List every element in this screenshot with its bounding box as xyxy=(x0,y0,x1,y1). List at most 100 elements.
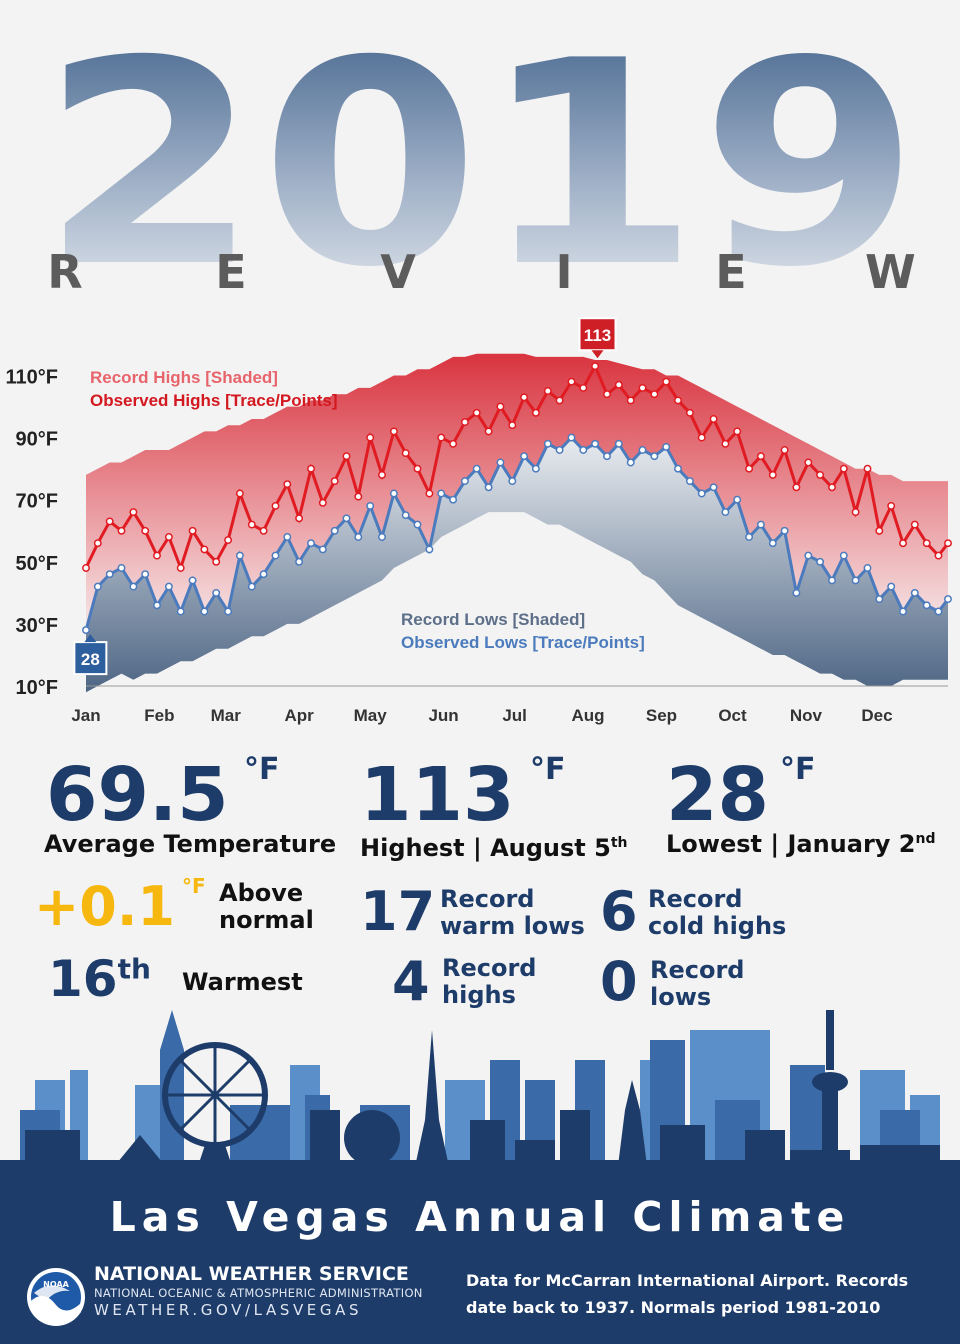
observed-lows-point xyxy=(164,582,173,591)
observed-lows-point xyxy=(650,452,659,461)
observed-highs-point xyxy=(176,564,185,572)
observed-highs-point xyxy=(804,458,813,467)
observed-highs-point xyxy=(733,427,742,436)
observed-lows-point xyxy=(863,564,872,572)
lowest-label: Lowest | January 2nd xyxy=(666,830,936,858)
min-callout-box xyxy=(73,641,108,676)
observed-lows-point xyxy=(330,526,339,535)
observed-highs-point xyxy=(887,501,896,510)
observed-lows-point xyxy=(307,539,315,548)
observed-lows-point xyxy=(318,545,327,554)
legend-observed-highs: Observed Highs [Trace/Points] xyxy=(90,391,338,410)
agency-subtitle: NATIONAL OCEANIC & ATMOSPHERIC ADMINISTR… xyxy=(94,1286,423,1300)
agency-website: WEATHER.GOV/LASVEGAS xyxy=(94,1301,363,1319)
legend-record-lows: Record Lows [Shaded] xyxy=(401,610,585,629)
avg-temp-unit: °F xyxy=(244,752,280,787)
observed-lows-point xyxy=(555,446,564,454)
observed-highs-point xyxy=(437,433,446,442)
observed-lows-point xyxy=(922,601,931,610)
record-highs-band xyxy=(86,353,948,631)
observed-lows-point xyxy=(756,520,765,529)
observed-lows-point xyxy=(508,477,517,486)
avg-temp-label: Average Temperature xyxy=(44,830,337,858)
observed-highs-point xyxy=(899,539,907,548)
max-callout-pointer xyxy=(591,350,604,359)
observed-highs-point xyxy=(117,526,126,535)
observed-highs-point xyxy=(508,421,517,430)
x-tick-label: Jun xyxy=(428,706,458,725)
observed-lows-point xyxy=(520,452,529,461)
observed-lows-point xyxy=(413,520,422,529)
observed-lows-point xyxy=(401,511,410,520)
review-letter: E xyxy=(215,245,247,299)
review-letter: R xyxy=(47,245,83,299)
observed-highs-point xyxy=(401,449,410,458)
observed-highs-point xyxy=(638,383,647,392)
x-tick-label: Aug xyxy=(572,706,605,725)
x-tick-label: Feb xyxy=(144,706,174,725)
observed-lows-point xyxy=(804,551,813,560)
observed-lows-point xyxy=(887,582,896,591)
observed-highs-point xyxy=(141,526,150,535)
observed-lows-point xyxy=(129,582,138,591)
observed-highs-point xyxy=(863,464,872,473)
observed-highs-point xyxy=(567,377,576,386)
legend-record-highs: Record Highs [Shaded] xyxy=(90,368,278,387)
observed-highs-point xyxy=(839,464,848,473)
y-tick-label: 70°F xyxy=(16,491,58,513)
observed-lows-point xyxy=(105,570,114,579)
observed-highs-point xyxy=(603,390,611,399)
observed-highs-point xyxy=(200,545,209,554)
observed-highs-point xyxy=(259,526,268,535)
observed-lows-point xyxy=(496,458,505,467)
observed-lows-point xyxy=(745,533,754,541)
observed-highs-point xyxy=(271,501,280,510)
observed-lows-point xyxy=(934,607,943,616)
max-callout-label: 113 xyxy=(584,326,611,345)
observed-highs-point xyxy=(697,433,706,442)
x-tick-label: Jan xyxy=(71,706,100,725)
observed-lows-point xyxy=(543,439,552,448)
observed-highs-point xyxy=(543,387,552,395)
rank-label: Warmest xyxy=(182,968,303,996)
year-title: 2019 xyxy=(40,0,920,310)
rank-value: 16th xyxy=(48,950,151,1008)
observed-lows-point xyxy=(626,458,635,467)
record-cold-highs-label: Record cold highs xyxy=(648,885,787,940)
observed-lows-point xyxy=(591,439,600,448)
observed-highs-point xyxy=(129,508,138,517)
observed-lows-point xyxy=(389,489,398,498)
review-letter: E xyxy=(715,245,747,299)
record-lows-band xyxy=(86,437,948,693)
observed-highs-point xyxy=(460,418,469,427)
observed-highs-point xyxy=(756,452,765,461)
observed-lows-point xyxy=(82,626,90,635)
legend-observed-lows: Observed Lows [Trace/Points] xyxy=(401,633,645,652)
observed-highs-point xyxy=(934,551,943,560)
observed-lows-point xyxy=(283,533,292,541)
observed-highs-point xyxy=(828,483,836,492)
observed-lows-point xyxy=(910,588,919,597)
review-letter: W xyxy=(865,245,916,299)
record-warm-lows-count: 17 xyxy=(360,880,436,943)
record-lows-count: 0 xyxy=(600,950,638,1013)
observed-highs-point xyxy=(105,517,114,526)
noaa-logo-text: NOAA xyxy=(43,1280,69,1289)
observed-lows-point xyxy=(567,433,576,442)
observed-highs-point xyxy=(721,439,730,448)
observed-highs-point xyxy=(910,520,919,529)
min-callout-label: 28 xyxy=(81,650,100,669)
observed-lows-point xyxy=(768,539,777,548)
temperature-chart: 10°F 30°F 50°F 70°F 90°F 110°F Jan Feb Mar Apr May… xyxy=(6,317,952,725)
observed-lows-point xyxy=(153,601,161,610)
record-highs-label: Record highs xyxy=(442,954,537,1009)
observed-lows-point xyxy=(354,533,363,541)
observed-lows-point xyxy=(944,595,952,604)
departure-value: +0.1 xyxy=(34,875,175,938)
departure-label: Above normal xyxy=(219,879,314,934)
observed-highs-point xyxy=(224,536,233,545)
min-callout-pointer xyxy=(84,634,97,643)
review-subtitle: R E V I E W xyxy=(40,245,920,305)
observed-lows-point xyxy=(579,446,588,454)
observed-lows-point xyxy=(792,588,801,597)
